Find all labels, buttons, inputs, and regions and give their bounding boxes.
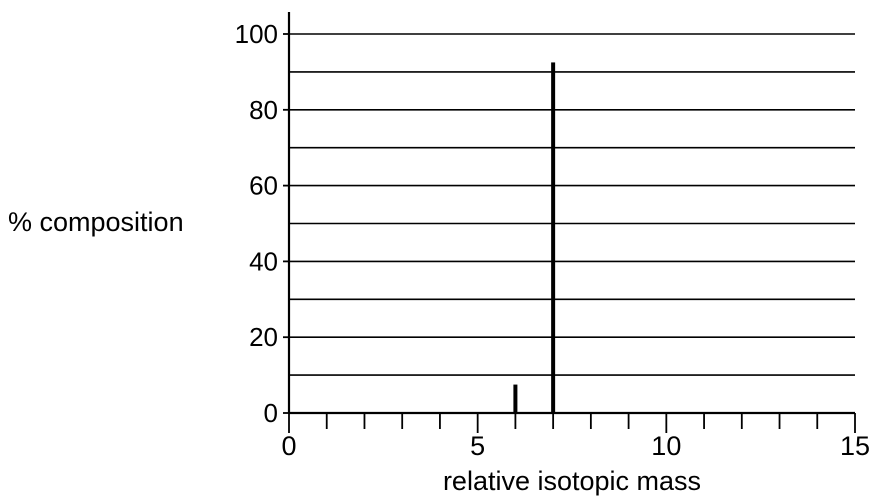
x-axis-ticks: 0 5 10 15 [281, 413, 870, 461]
x-tick-label: 5 [470, 431, 485, 461]
y-tick-label: 80 [249, 95, 278, 125]
y-axis-title: % composition [8, 207, 184, 237]
x-axis-title: relative isotopic mass [443, 466, 701, 496]
x-tick-label: 15 [840, 431, 870, 461]
x-tick-label: 0 [281, 431, 296, 461]
y-axis-ticks: 0 20 40 60 80 100 [235, 19, 289, 428]
x-tick-label: 10 [651, 431, 681, 461]
y-tick-label: 100 [235, 19, 278, 49]
y-tick-label: 20 [249, 322, 278, 352]
y-tick-label: 0 [264, 398, 278, 428]
y-tick-label: 40 [249, 246, 278, 276]
isotope-bar [513, 385, 517, 413]
y-tick-label: 60 [249, 171, 278, 201]
isotope-bar [551, 62, 555, 413]
bars [513, 62, 555, 413]
gridlines [289, 34, 855, 375]
